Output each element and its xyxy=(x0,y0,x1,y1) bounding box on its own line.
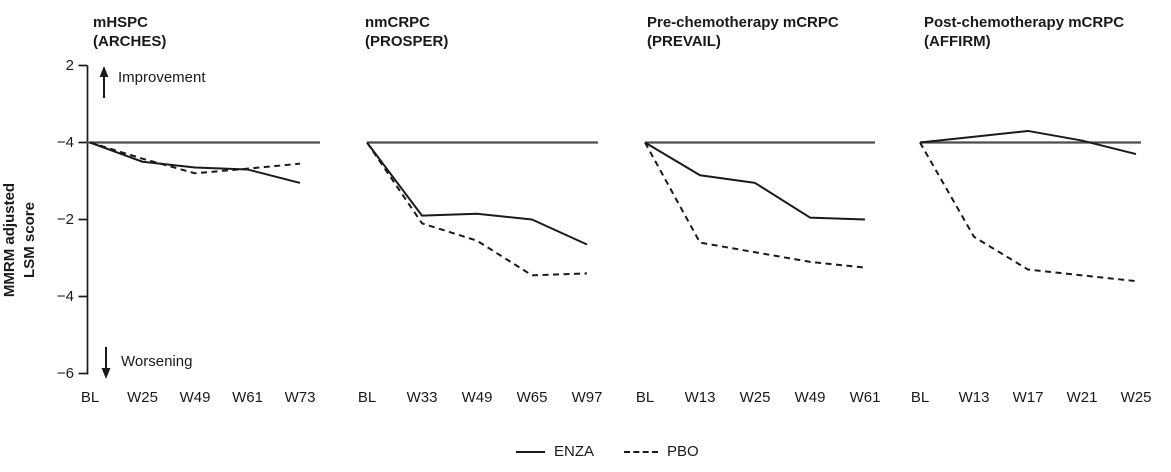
legend-item-enza: ENZA xyxy=(516,443,594,460)
x-tick-label: W61 xyxy=(232,389,263,406)
y-tick-label: −4 xyxy=(56,287,74,305)
legend-dashed-line-sample xyxy=(624,450,659,453)
panel-title-line2: (ARCHES) xyxy=(93,33,167,50)
panel-title-line1: Post-chemotherapy mCRPC xyxy=(924,14,1125,31)
x-tick-label: W13 xyxy=(958,389,990,406)
x-tick-label: BL xyxy=(635,389,655,406)
panel-title-line1: mHSPC xyxy=(93,14,149,31)
legend-label: PBO xyxy=(667,443,699,460)
x-tick-label: W97 xyxy=(571,389,603,406)
legend-item-pbo: PBO xyxy=(624,443,699,460)
panel-title-prevail: Pre-chemotherapy mCRPC (PREVAIL) xyxy=(647,13,839,51)
x-tick-label: W13 xyxy=(684,389,716,406)
x-tick-label: W61 xyxy=(849,389,881,406)
x-tick-label: W49 xyxy=(794,389,826,406)
panel-title-line2: (PROSPER) xyxy=(365,33,449,50)
panel-title-arches: mHSPC (ARCHES) xyxy=(93,13,166,51)
legend-label: ENZA xyxy=(554,443,595,460)
x-tick-label: W33 xyxy=(406,389,438,406)
x-tick-label: W17 xyxy=(1012,389,1044,406)
panel-title-line1: nmCRPC xyxy=(365,14,431,31)
series-line-pbo-panel-1 xyxy=(366,141,588,277)
x-tick-label: BL xyxy=(80,389,100,406)
improvement-label: Improvement xyxy=(118,69,206,86)
worsening-label: Worsening xyxy=(121,353,193,370)
series-line-enza-panel-1 xyxy=(366,141,588,246)
series-line-pbo-panel-2 xyxy=(644,142,866,269)
y-tick-label: −2 xyxy=(56,210,74,228)
y-tick-label: −6 xyxy=(56,364,74,382)
down-arrow-icon xyxy=(101,368,111,379)
series-line-enza-panel-3 xyxy=(919,129,1137,156)
x-tick-label: W49 xyxy=(461,389,493,406)
x-tick-label: W73 xyxy=(284,389,316,406)
x-tick-label: W25 xyxy=(739,389,771,406)
series-line-pbo-panel-0 xyxy=(89,141,301,175)
series-line-enza-panel-0 xyxy=(89,141,301,184)
panel-title-line2: (AFFIRM) xyxy=(924,33,991,50)
x-tick-label: W21 xyxy=(1066,389,1098,406)
panel-title-prosper: nmCRPC (PROSPER) xyxy=(365,13,448,51)
up-arrow-icon xyxy=(99,66,109,77)
y-tick-label: 2 xyxy=(65,56,74,74)
x-tick-label: BL xyxy=(910,389,930,406)
series-line-pbo-panel-3 xyxy=(919,142,1137,283)
panel-title-line1: Pre-chemotherapy mCRPC xyxy=(647,14,839,31)
panel-title-affirm: Post-chemotherapy mCRPC (AFFIRM) xyxy=(924,13,1124,51)
panel-title-line2: (PREVAIL) xyxy=(647,33,721,50)
x-tick-label: W49 xyxy=(179,389,211,406)
x-tick-label: W65 xyxy=(516,389,548,406)
legend-solid-line-sample xyxy=(516,450,545,453)
x-tick-label: W25 xyxy=(1120,389,1152,406)
y-tick-label: −4 xyxy=(56,133,74,151)
x-tick-label: W25 xyxy=(127,389,158,406)
x-tick-label: BL xyxy=(357,389,377,406)
series-line-enza-panel-2 xyxy=(644,141,866,221)
legend: ENZA PBO xyxy=(516,443,699,460)
